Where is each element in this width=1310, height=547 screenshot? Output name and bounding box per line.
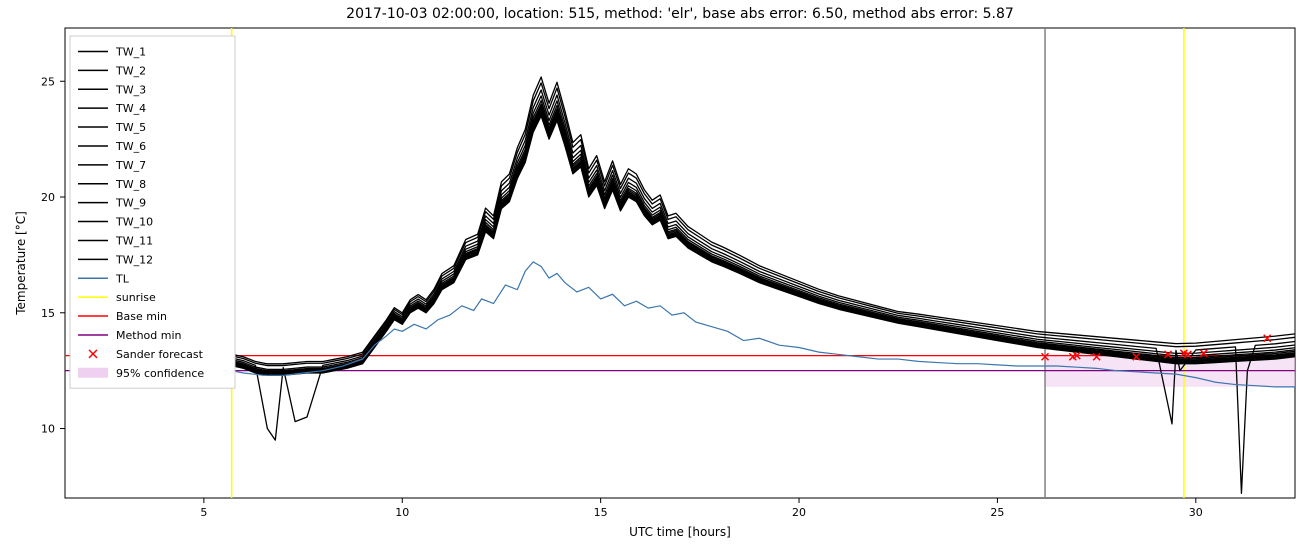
legend-label: TW_9 <box>115 197 146 210</box>
legend-label: TW_7 <box>115 159 146 172</box>
legend-label: TW_8 <box>115 178 146 191</box>
legend-label: TW_6 <box>115 140 146 153</box>
plot-area <box>65 28 1295 498</box>
legend-swatch <box>78 368 108 378</box>
legend-label: TW_2 <box>115 64 146 77</box>
chart-container: 5 10 15 20 25 30 10 15 20 25 UTC time [hours] Tempe… <box>0 0 1310 547</box>
x-axis-label: UTC time [hours] <box>629 525 731 539</box>
legend-label: TW_1 <box>115 45 146 58</box>
legend-label: TW_5 <box>115 121 146 134</box>
y-tick-label: 20 <box>41 191 55 204</box>
legend-label: TW_3 <box>115 83 146 96</box>
series-tw_12 <box>85 77 1295 364</box>
chart-svg: 5 10 15 20 25 30 10 15 20 25 UTC time [hours] Tempe… <box>0 0 1310 547</box>
x-tick-label: 20 <box>792 506 806 519</box>
legend-label: TW_11 <box>115 234 153 247</box>
legend-label: TW_4 <box>115 102 146 115</box>
series-tw_8 <box>85 101 1295 371</box>
axes-frame <box>65 28 1295 498</box>
legend: TW_1 TW_2 TW_3 TW_4 TW_5 TW_6 TW_7 TW_8 TW_9 TW_1… <box>70 36 235 388</box>
series-tw_9 <box>85 96 1295 369</box>
chart-title: 2017-10-03 02:00:00, location: 515, meth… <box>346 6 1014 22</box>
legend-label: TW_10 <box>115 216 153 229</box>
x-tick-label: 15 <box>594 506 608 519</box>
y-tick-label: 15 <box>41 307 55 320</box>
x-tick-label: 25 <box>990 506 1004 519</box>
x-tick-label: 5 <box>200 506 207 519</box>
x-tick-label: 30 <box>1189 506 1203 519</box>
legend-label: TL <box>115 272 130 285</box>
legend-label: 95% confidence <box>116 367 204 380</box>
legend-label: TW_12 <box>115 253 153 266</box>
series-tw_11 <box>85 83 1295 366</box>
legend-label: sunrise <box>116 291 156 304</box>
x-tick-label: 10 <box>395 506 409 519</box>
y-tick-label: 10 <box>41 423 55 436</box>
legend-label: Sander forecast <box>116 348 204 361</box>
series-tw_10 <box>85 90 1295 493</box>
y-tick-label: 25 <box>41 75 55 88</box>
y-axis-label: Temperature [°C] <box>14 211 28 316</box>
legend-label: Base min <box>116 310 167 323</box>
legend-label: Method min <box>116 329 182 342</box>
series-tw_6 <box>85 107 1295 373</box>
